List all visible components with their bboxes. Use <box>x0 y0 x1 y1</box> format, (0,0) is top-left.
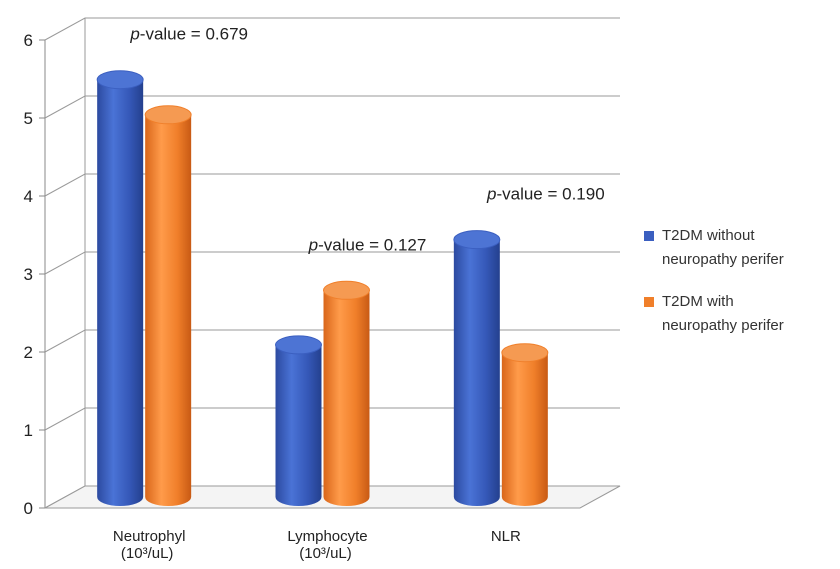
gridline <box>44 329 620 353</box>
legend-swatch <box>644 297 654 307</box>
gridline <box>44 251 620 275</box>
bar-without-0 <box>96 70 144 506</box>
p-value-label: p-value = 0.127 <box>308 235 427 254</box>
bar-without-2 <box>453 230 501 506</box>
x-tick-label: Neutrophyl <box>113 528 186 545</box>
p-value-label: p-value = 0.190 <box>486 185 605 204</box>
legend-label: T2DM without <box>662 227 755 244</box>
y-tick-label: 2 <box>24 343 33 362</box>
legend-label-line2: neuropathy perifer <box>662 317 784 334</box>
p-symbol: p <box>129 25 139 44</box>
p-value-label: p-value = 0.679 <box>129 25 248 44</box>
p-symbol: p <box>486 185 496 204</box>
legend-swatch <box>644 231 654 241</box>
y-axis-ticks: 0 1 2 3 4 5 6 <box>24 31 33 518</box>
bar-body <box>323 290 370 506</box>
p-value-text: -value = 0.679 <box>140 25 248 44</box>
x-tick-label-unit: (10³/uL) <box>299 545 352 562</box>
x-tick-label: Lymphocyte <box>287 528 367 545</box>
gridline <box>44 173 620 197</box>
gridline <box>44 95 620 119</box>
bar-with-0 <box>144 105 192 507</box>
legend: T2DM without neuropathy perifer T2DM with n… <box>644 227 784 334</box>
gridline <box>44 407 620 431</box>
bar-top <box>96 70 144 90</box>
bar-body <box>145 114 192 507</box>
x-tick-label: NLR <box>491 528 521 545</box>
bar-top <box>501 343 549 363</box>
bar-body <box>501 352 548 506</box>
p-value-text: -value = 0.127 <box>318 235 426 254</box>
bar-body <box>453 239 500 506</box>
p-symbol: p <box>308 235 318 254</box>
bar-series <box>96 70 549 507</box>
x-axis-labels: Neutrophyl(10³/uL)Lymphocyte(10³/uL)NLR <box>113 528 521 562</box>
legend-label-line2: neuropathy perifer <box>662 251 784 268</box>
bar-top <box>453 230 501 250</box>
bar-body <box>97 79 144 506</box>
y-tick-label: 4 <box>24 187 33 206</box>
y-tick-label: 0 <box>24 499 33 518</box>
bar-top <box>144 105 192 125</box>
y-tick-label: 1 <box>24 421 33 440</box>
bar-without-1 <box>275 335 322 506</box>
legend-label: T2DM with <box>662 293 734 310</box>
gridline <box>44 17 620 41</box>
bar-top <box>323 280 370 300</box>
y-tick-label: 3 <box>24 265 33 284</box>
bar-with-1 <box>323 280 370 506</box>
y-tick-label: 6 <box>24 31 33 50</box>
bar-body <box>275 344 322 506</box>
y-tick-label: 5 <box>24 109 33 128</box>
bar-top <box>275 335 322 355</box>
x-tick-label-unit: (10³/uL) <box>121 545 174 562</box>
p-value-text: -value = 0.190 <box>496 185 604 204</box>
bar-with-2 <box>501 343 549 506</box>
